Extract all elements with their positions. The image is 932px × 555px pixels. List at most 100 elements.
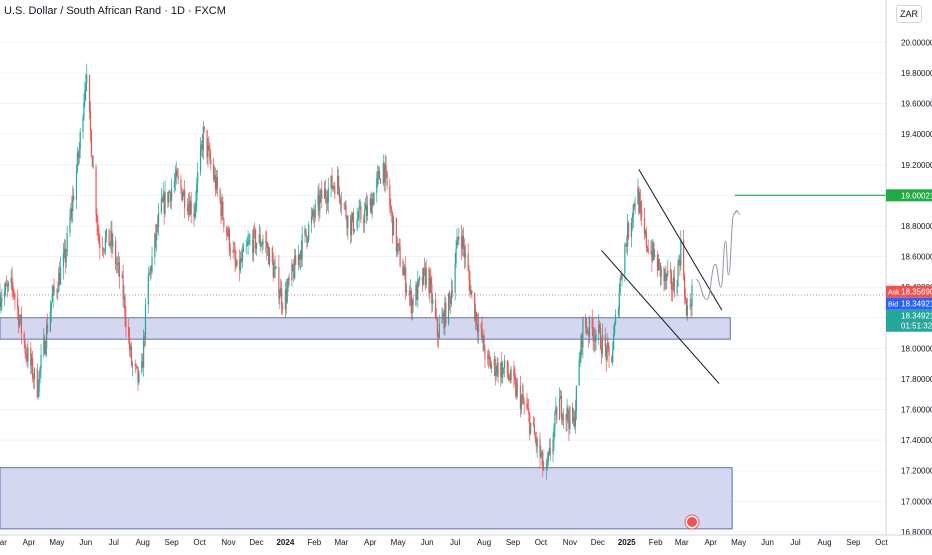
candle-body [396,244,398,252]
candle-body [428,267,430,294]
candle-body [4,283,7,292]
candle [0,292,2,314]
candle [547,451,549,467]
candle-body [281,305,284,310]
projection-arrow [733,209,741,215]
candle-body [364,210,366,224]
candle-body [432,299,434,304]
candle [177,167,179,185]
candle-body [416,285,418,300]
candle-body [62,253,65,268]
candle [245,239,247,255]
candle-body [379,179,382,184]
candle-body [683,276,686,298]
candle-body [24,343,26,354]
candle [444,295,446,337]
candle [105,228,107,243]
candle-body [386,171,388,186]
candle [437,331,439,349]
candle-body [44,337,46,354]
x-tick-label: Mar [675,538,689,547]
candle-body [539,438,541,457]
x-tick-label: 2025 [618,538,636,547]
candle [434,292,437,320]
candle [630,217,632,248]
candle [339,195,342,213]
candle [97,215,99,241]
candle [60,256,62,285]
candle [556,405,558,424]
candle-body [360,206,362,220]
candle [458,227,460,246]
candle [383,162,385,192]
candle [663,266,665,292]
x-tick-label: Oct [535,538,548,547]
candle [691,279,693,317]
candle [64,239,66,274]
candle-body [201,144,203,151]
candle-body [600,349,603,354]
candle-body [685,299,688,316]
candle [235,249,237,270]
candle [358,199,360,228]
candle [483,329,485,351]
candle [632,203,634,229]
candle [318,182,320,222]
candle [343,202,345,210]
candle-body [406,290,408,293]
candle [496,356,498,377]
candle-body [339,198,342,205]
candle-body [254,230,257,249]
candle [184,180,186,219]
candle-body [144,304,147,339]
candle [37,379,39,400]
candle-body [143,336,145,368]
candle [404,264,406,280]
support-zone [0,467,733,530]
candle-body [366,205,369,217]
candle-body [542,451,544,470]
candle [110,221,112,253]
candle [647,239,649,255]
candle [125,306,127,338]
candle-body [169,191,171,193]
candle-body [599,324,601,328]
candle [201,133,203,159]
x-tick-label: Oct [193,538,206,547]
candle [645,226,647,253]
candle-body [82,117,84,133]
candle-body [19,314,22,320]
candle-body [58,272,60,292]
candle [86,63,88,92]
candle-body [189,201,191,215]
candle [410,287,412,320]
candle [360,201,362,223]
candle [168,190,170,207]
candle [136,365,138,369]
candle-body [323,188,326,199]
candle-body [408,290,411,295]
candle-body [639,200,641,213]
candle-body [267,246,269,249]
candle [363,214,365,233]
candle [601,323,604,358]
candle-body [298,254,300,260]
candle [180,174,182,195]
candle-body [174,177,176,182]
candle-body [554,412,556,427]
candle [311,208,314,220]
candle [212,157,215,183]
candle [175,161,177,185]
candle-body [545,463,548,470]
candle [546,451,549,471]
candle-body [371,198,373,214]
candle-body [273,268,275,278]
currency-label[interactable]: ZAR [896,5,922,23]
candle [288,273,290,286]
candle-body [632,204,634,218]
candle-body [572,417,575,422]
candle [240,251,242,274]
candle-body [541,451,543,456]
